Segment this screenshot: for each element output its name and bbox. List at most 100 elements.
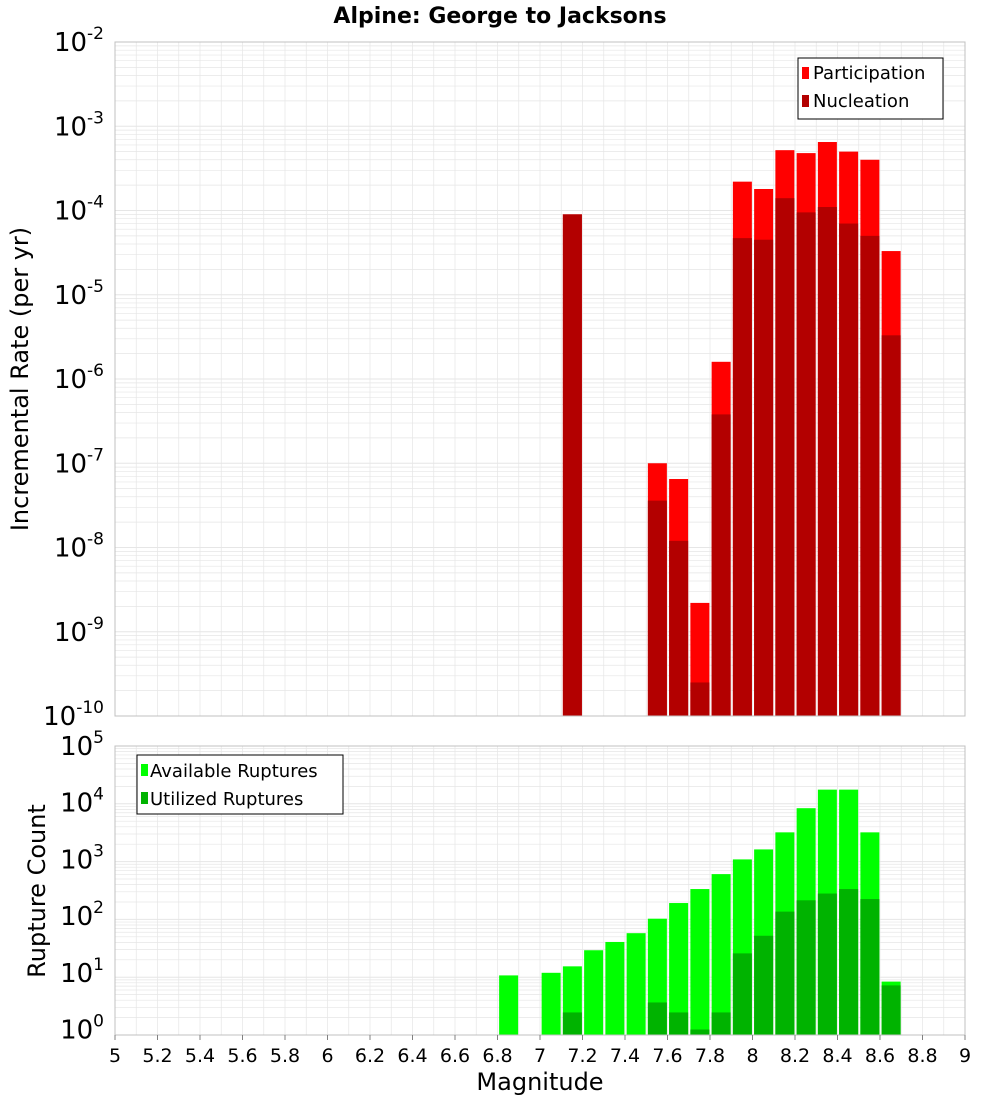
rate-grid <box>114 41 966 717</box>
x-tick-label: 8.2 <box>780 1045 810 1067</box>
y-tick-exponent: -8 <box>87 530 104 550</box>
rate-legend-box <box>797 57 944 120</box>
y-tick-label: 10-4 <box>54 193 104 227</box>
y-tick-base: 10 <box>54 281 87 311</box>
utilized-ruptures-bar <box>817 893 837 1035</box>
nucleation-bar <box>839 223 859 717</box>
available-swatch <box>141 764 148 776</box>
y-tick-exponent: -6 <box>87 361 104 381</box>
y-tick-label: 10-8 <box>54 530 104 564</box>
utilized-ruptures-bar <box>690 1029 710 1035</box>
y-tick-base: 10 <box>60 845 93 875</box>
participation-swatch <box>802 67 809 79</box>
y-tick-base: 10 <box>60 959 93 989</box>
x-tick-label: 5.8 <box>270 1045 300 1067</box>
y-tick-exponent: -2 <box>87 24 104 44</box>
available-ruptures-bar <box>690 889 710 1035</box>
x-tick-label: 7.8 <box>695 1045 725 1067</box>
utilized-ruptures-bar <box>775 911 795 1035</box>
nucleation-bar <box>775 198 795 716</box>
nucleation-bar <box>690 682 710 716</box>
utilized-ruptures-bar <box>754 935 774 1035</box>
x-tick-label: 7.6 <box>652 1045 682 1067</box>
y-tick-exponent: 2 <box>93 898 104 918</box>
x-tick-label: 6 <box>321 1045 333 1067</box>
participation-legend-label: Participation <box>813 63 925 84</box>
y-tick-base: 10 <box>54 197 87 227</box>
y-tick-base: 10 <box>54 112 87 142</box>
x-tick-label: 9 <box>959 1045 971 1067</box>
x-tick-label: 5.4 <box>185 1045 215 1067</box>
y-tick-base: 10 <box>60 732 93 762</box>
y-tick-label: 10-7 <box>54 445 104 479</box>
y-tick-exponent: 0 <box>93 1012 104 1032</box>
nucleation-bar <box>647 500 667 716</box>
y-tick-label: 102 <box>60 898 104 932</box>
utilized-legend-label: Utilized Ruptures <box>150 789 303 810</box>
utilized-ruptures-bar <box>562 1012 582 1035</box>
available-ruptures-bar <box>626 933 646 1035</box>
y-tick-label: 10-10 <box>43 698 104 732</box>
utilized-ruptures-bar <box>881 985 901 1035</box>
utilized-ruptures-bar <box>647 1002 667 1035</box>
utilized-ruptures-bar <box>669 1012 689 1035</box>
y-tick-exponent: 4 <box>93 785 104 805</box>
y-tick-base: 10 <box>54 534 87 564</box>
y-tick-base: 10 <box>54 618 87 648</box>
x-tick-label: 8.4 <box>822 1045 852 1067</box>
x-tick-label: 7.4 <box>610 1045 640 1067</box>
count-legend-box <box>136 754 344 815</box>
y-tick-label: 10-2 <box>54 24 104 58</box>
y-tick-exponent: -4 <box>87 193 104 213</box>
y-tick-exponent: -5 <box>87 277 104 297</box>
rate-legend: Participation Nucleation <box>797 57 944 120</box>
nucleation-bar <box>881 335 901 716</box>
y-tick-label: 10-3 <box>54 108 104 142</box>
rate-y-axis-label: Incremental Rate (per yr) <box>6 227 34 531</box>
magnitude-x-axis-label: Magnitude <box>476 1068 603 1096</box>
y-tick-label: 10-9 <box>54 614 104 648</box>
count-y-axis-label: Rupture Count <box>23 804 51 978</box>
rate-plot-border <box>114 41 966 717</box>
nucleation-bar <box>796 212 816 717</box>
utilized-ruptures-bar <box>839 889 859 1035</box>
y-tick-label: 105 <box>60 728 104 762</box>
available-ruptures-bar <box>499 975 519 1035</box>
y-tick-label: 104 <box>60 785 104 819</box>
x-tick-label: 8.8 <box>907 1045 937 1067</box>
nucleation-bar <box>754 239 774 716</box>
y-tick-base: 10 <box>60 902 93 932</box>
available-ruptures-bar <box>669 903 689 1035</box>
x-tick-label: 7 <box>534 1045 546 1067</box>
x-tick-label: 5.2 <box>142 1045 172 1067</box>
y-tick-base: 10 <box>60 1016 93 1046</box>
x-tick-label: 6.6 <box>440 1045 470 1067</box>
nucleation-legend-label: Nucleation <box>813 91 909 112</box>
nucleation-swatch <box>802 95 809 107</box>
y-tick-exponent: -7 <box>87 445 104 465</box>
y-tick-label: 101 <box>60 955 104 989</box>
count-bars <box>499 789 901 1035</box>
x-tick-label: 5 <box>109 1045 121 1067</box>
utilized-ruptures-bar <box>796 900 816 1035</box>
y-tick-exponent: 1 <box>93 955 104 975</box>
x-tick-label: 5.6 <box>227 1045 257 1067</box>
y-tick-label: 10-6 <box>54 361 104 395</box>
available-ruptures-bar <box>541 972 561 1035</box>
utilized-ruptures-bar <box>860 899 880 1035</box>
y-tick-exponent: -3 <box>87 108 104 128</box>
utilized-ruptures-bar <box>732 953 752 1035</box>
y-tick-base: 10 <box>54 365 87 395</box>
available-ruptures-bar <box>605 941 625 1035</box>
available-ruptures-bar <box>711 874 731 1035</box>
available-ruptures-bar <box>584 950 604 1035</box>
y-tick-exponent: 5 <box>93 728 104 748</box>
magnitude-x-ticks: 5 5.2 5.4 5.6 5.8 6 6.2 6.4 6.6 6.8 7 7.2 7.4 7.6 7.8 8… <box>109 1035 971 1067</box>
nucleation-bar <box>817 207 837 716</box>
nucleation-bar <box>562 214 582 716</box>
